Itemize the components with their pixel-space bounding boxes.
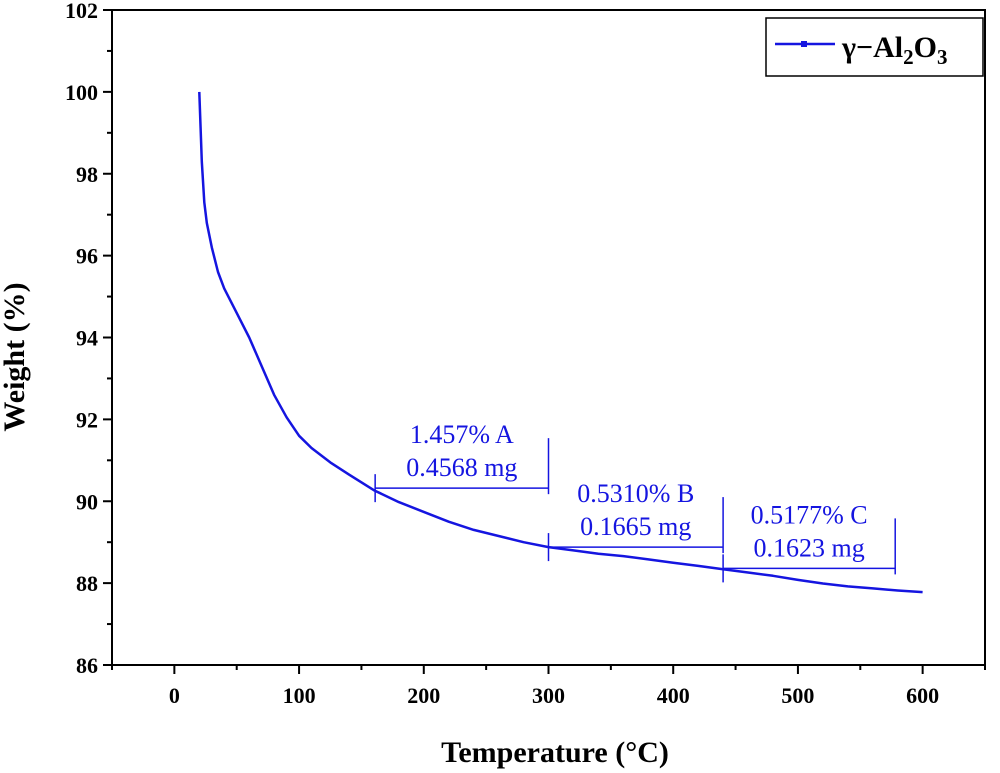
y-tick-label: 102 [65, 0, 98, 23]
x-tick-label: 0 [169, 683, 180, 708]
y-tick-label: 90 [76, 489, 98, 514]
annotation-1: 1.457% A 0.4568 mg [374, 420, 550, 503]
series-layer [198, 91, 923, 594]
legend-label-subscript-2: 3 [937, 45, 948, 69]
x-tick-label: 300 [532, 683, 565, 708]
y-tick-label: 98 [76, 162, 98, 187]
y-tick-label: 94 [76, 326, 98, 351]
annotation-mass-label: 0.1623 mg [754, 533, 865, 562]
plot-frame [111, 9, 986, 666]
plot-border [111, 9, 986, 666]
y-axis-ticks: 86 88 90 92 94 96 98 100 102 [65, 0, 112, 678]
y-axis-label: Weight (%) [0, 282, 31, 431]
legend-label-part-1: γ−Al [841, 31, 903, 64]
x-axis-label: Temperature (°C) [441, 736, 669, 769]
x-tick-label: 500 [781, 683, 814, 708]
y-tick-label: 88 [76, 571, 98, 596]
annotation-percent-label: 0.5310% B [577, 479, 694, 508]
annotations: 1.457% A 0.4568 mg 0.5310% B 0.1665 mg 0.517… [374, 420, 896, 583]
annotation-mass-label: 0.4568 mg [406, 453, 517, 482]
y-tick-label: 86 [76, 653, 98, 678]
x-tick-label: 400 [657, 683, 690, 708]
x-tick-label: 100 [283, 683, 316, 708]
legend: γ−Al2O3 [765, 17, 984, 77]
annotation-mass-label: 0.1665 mg [580, 512, 691, 541]
legend-label: γ−Al2O3 [841, 31, 947, 69]
legend-label-part-2: O [914, 31, 937, 64]
x-axis-ticks: 0 100 200 300 400 500 600 [111, 665, 986, 708]
annotation-3: 0.5177% C 0.1623 mg [722, 500, 896, 583]
legend-label-subscript-1: 2 [903, 45, 914, 69]
annotation-2: 0.5310% B 0.1665 mg [547, 479, 724, 562]
y-tick-label: 96 [76, 244, 98, 269]
x-tick-label: 600 [906, 683, 939, 708]
annotation-percent-label: 1.457% A [410, 420, 514, 449]
legend-marker [801, 41, 807, 47]
y-tick-label: 92 [76, 407, 98, 432]
x-tick-label: 200 [407, 683, 440, 708]
annotation-percent-label: 0.5177% C [751, 500, 868, 529]
y-tick-label: 100 [65, 80, 98, 105]
series-line [198, 91, 923, 594]
